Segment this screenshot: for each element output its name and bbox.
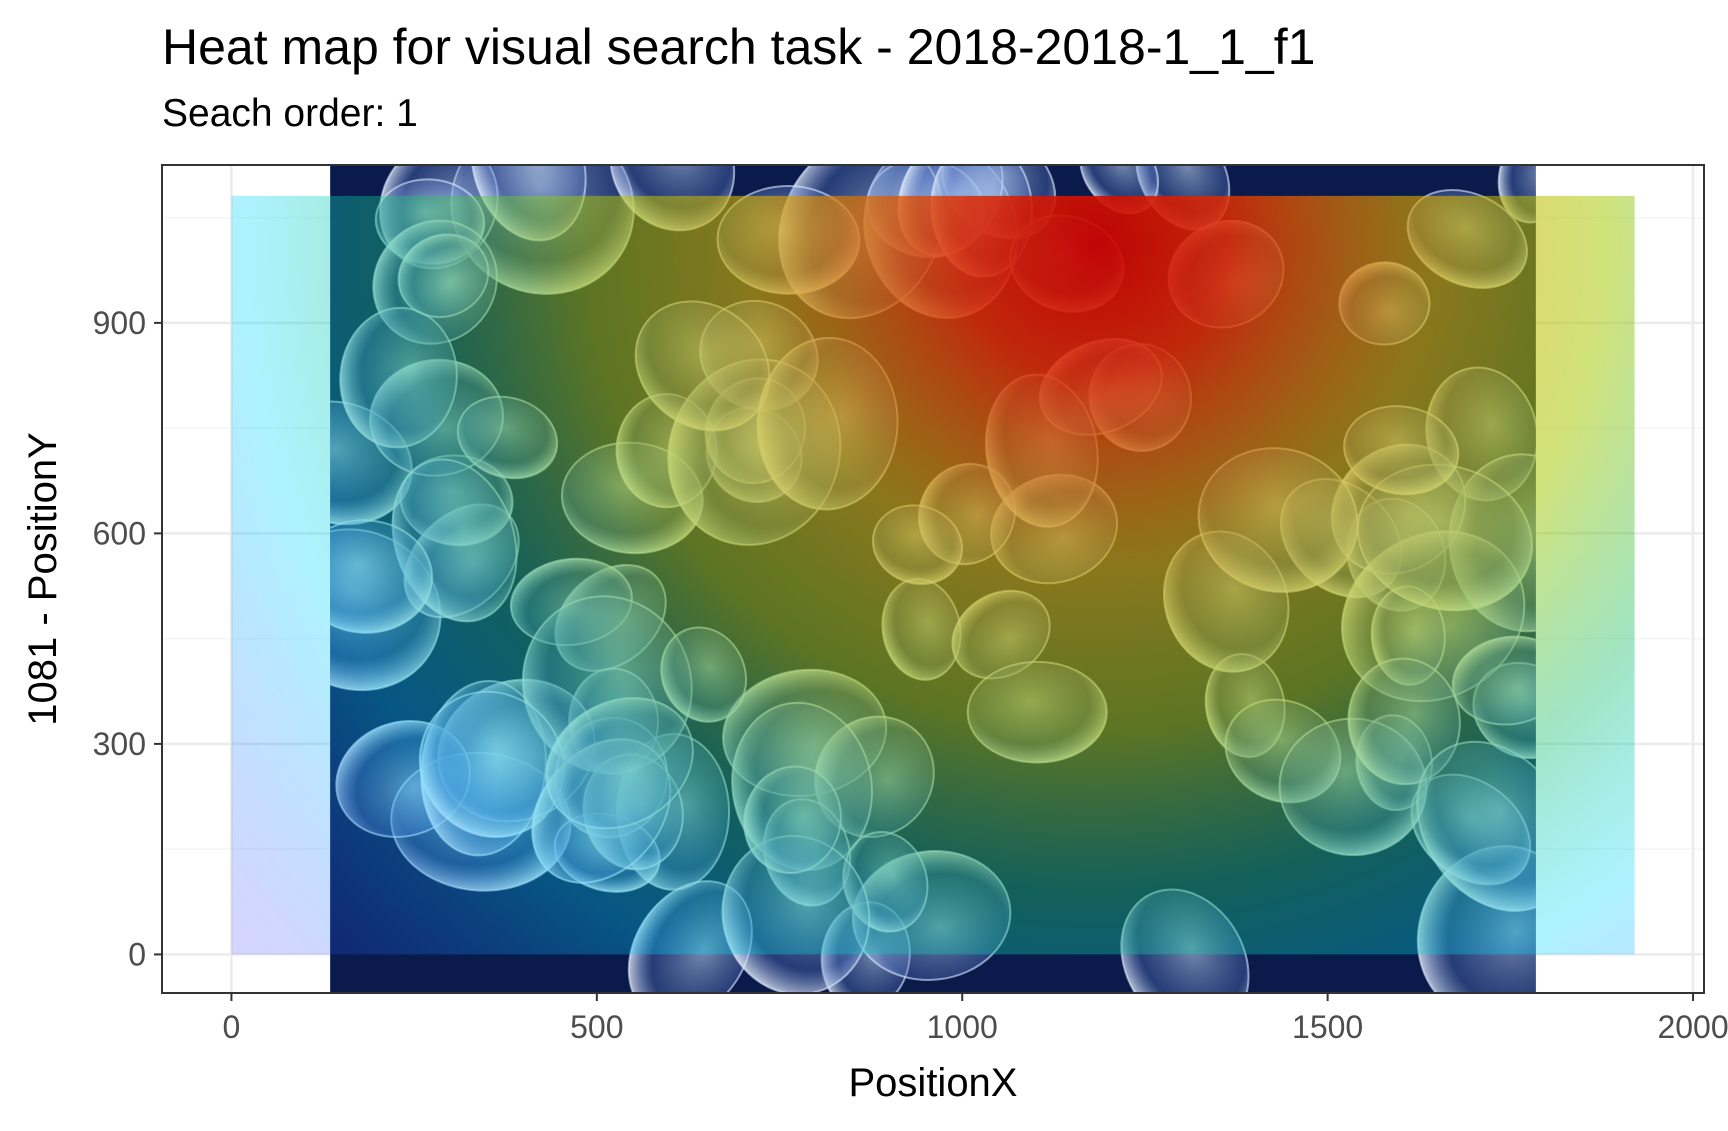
y-tick-label: 0 <box>128 936 146 972</box>
chart-title: Heat map for visual search task - 2018-2… <box>162 19 1316 75</box>
x-tick-label: 0 <box>223 1009 241 1045</box>
y-tick-label: 900 <box>93 305 146 341</box>
y-axis-title: 1081 - PositionY <box>21 432 65 726</box>
x-axis: 0 500 1000 1500 2000 <box>223 993 1728 1045</box>
plot-panel-border <box>161 164 1705 994</box>
x-tick-label: 500 <box>570 1009 623 1045</box>
y-axis: 0 300 600 900 <box>93 305 162 972</box>
x-tick-label: 1500 <box>1292 1009 1363 1045</box>
chart-subtitle: Seach order: 1 <box>162 92 418 135</box>
x-tick-label: 2000 <box>1657 1009 1728 1045</box>
y-tick-label: 600 <box>93 515 146 551</box>
y-tick-label: 300 <box>93 726 146 762</box>
x-tick-label: 1000 <box>927 1009 998 1045</box>
x-axis-title: PositionX <box>849 1061 1018 1105</box>
heatmap-density-layer <box>231 195 1635 955</box>
